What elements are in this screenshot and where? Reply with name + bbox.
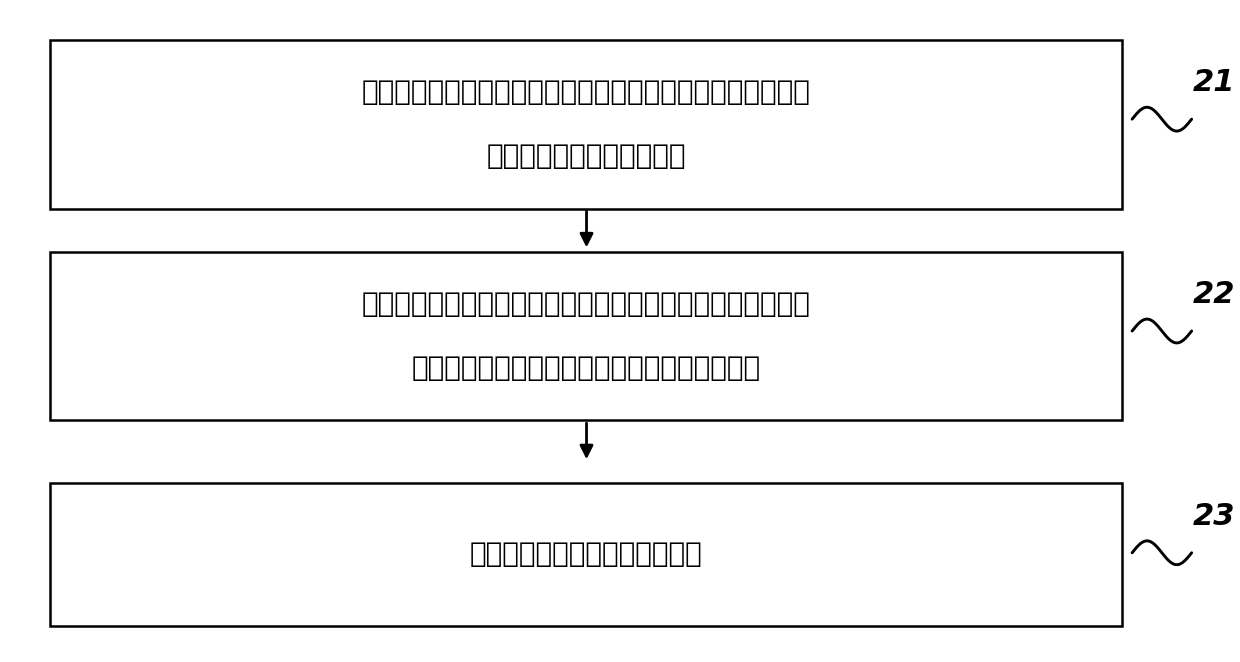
Text: 在终端的数据传输方式为数据面传输方式时，检测待传输数据: 在终端的数据传输方式为数据面传输方式时，检测待传输数据 [362, 78, 810, 107]
Text: 输方式从数据面传输方式切换为控制面传输方式: 输方式从数据面传输方式切换为控制面传输方式 [412, 354, 760, 382]
Bar [50, 40, 1122, 209]
Text: 22: 22 [1193, 280, 1235, 309]
Text: 23: 23 [1193, 502, 1235, 531]
Bar [50, 252, 1122, 420]
Text: 的数据量是否小于预设阐值: 的数据量是否小于预设阐值 [486, 142, 686, 170]
Text: 响应于检测到的待传输数据的数据量小于预设阐值，将数据传: 响应于检测到的待传输数据的数据量小于预设阐值，将数据传 [362, 290, 810, 318]
Text: 21: 21 [1193, 68, 1235, 97]
Bar [50, 483, 1122, 626]
Text: 向网络侧发送释放无线资源请求: 向网络侧发送释放无线资源请求 [470, 540, 702, 569]
